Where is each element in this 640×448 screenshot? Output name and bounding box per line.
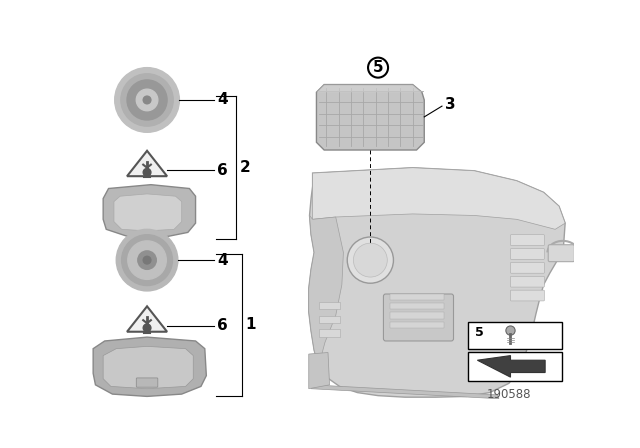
- FancyBboxPatch shape: [511, 276, 545, 287]
- Polygon shape: [308, 215, 344, 366]
- Polygon shape: [127, 306, 167, 332]
- Bar: [468, 322, 562, 349]
- Polygon shape: [312, 168, 565, 229]
- Bar: [319, 302, 340, 310]
- Circle shape: [115, 68, 179, 132]
- Circle shape: [353, 243, 387, 277]
- Text: 6: 6: [217, 318, 228, 333]
- Bar: [468, 352, 562, 381]
- Text: 6: 6: [217, 163, 228, 177]
- Circle shape: [143, 96, 151, 104]
- Bar: [390, 313, 444, 319]
- Polygon shape: [114, 194, 182, 231]
- FancyBboxPatch shape: [511, 290, 545, 301]
- Polygon shape: [477, 356, 545, 377]
- FancyBboxPatch shape: [136, 378, 158, 387]
- Bar: [390, 322, 444, 328]
- Circle shape: [506, 326, 515, 335]
- Circle shape: [127, 80, 167, 120]
- Bar: [319, 329, 340, 337]
- Polygon shape: [103, 346, 193, 389]
- Circle shape: [116, 229, 178, 291]
- Polygon shape: [316, 85, 422, 92]
- Circle shape: [138, 251, 156, 269]
- Circle shape: [348, 237, 394, 283]
- FancyBboxPatch shape: [511, 235, 545, 246]
- Text: 190588: 190588: [486, 388, 531, 401]
- Polygon shape: [93, 337, 206, 396]
- FancyBboxPatch shape: [548, 245, 575, 262]
- Polygon shape: [311, 385, 499, 399]
- FancyBboxPatch shape: [383, 294, 454, 341]
- Text: 1: 1: [246, 317, 256, 332]
- Bar: [390, 294, 444, 300]
- Text: 5: 5: [372, 60, 383, 75]
- Circle shape: [122, 235, 172, 285]
- Bar: [319, 315, 340, 323]
- Text: 2: 2: [239, 160, 250, 175]
- Bar: [390, 303, 444, 310]
- Circle shape: [143, 168, 151, 176]
- Text: 4: 4: [217, 92, 228, 108]
- FancyBboxPatch shape: [511, 249, 545, 259]
- Text: 5: 5: [474, 326, 483, 339]
- Circle shape: [128, 241, 166, 280]
- Circle shape: [121, 74, 173, 126]
- Polygon shape: [316, 85, 424, 150]
- FancyBboxPatch shape: [511, 263, 545, 273]
- Text: 4: 4: [217, 253, 228, 267]
- Circle shape: [368, 58, 388, 78]
- Polygon shape: [308, 168, 565, 397]
- Polygon shape: [127, 151, 167, 176]
- Circle shape: [143, 256, 151, 264]
- Text: 3: 3: [445, 97, 456, 112]
- Polygon shape: [103, 185, 196, 238]
- Circle shape: [136, 89, 158, 111]
- Polygon shape: [308, 353, 330, 389]
- Circle shape: [143, 324, 151, 332]
